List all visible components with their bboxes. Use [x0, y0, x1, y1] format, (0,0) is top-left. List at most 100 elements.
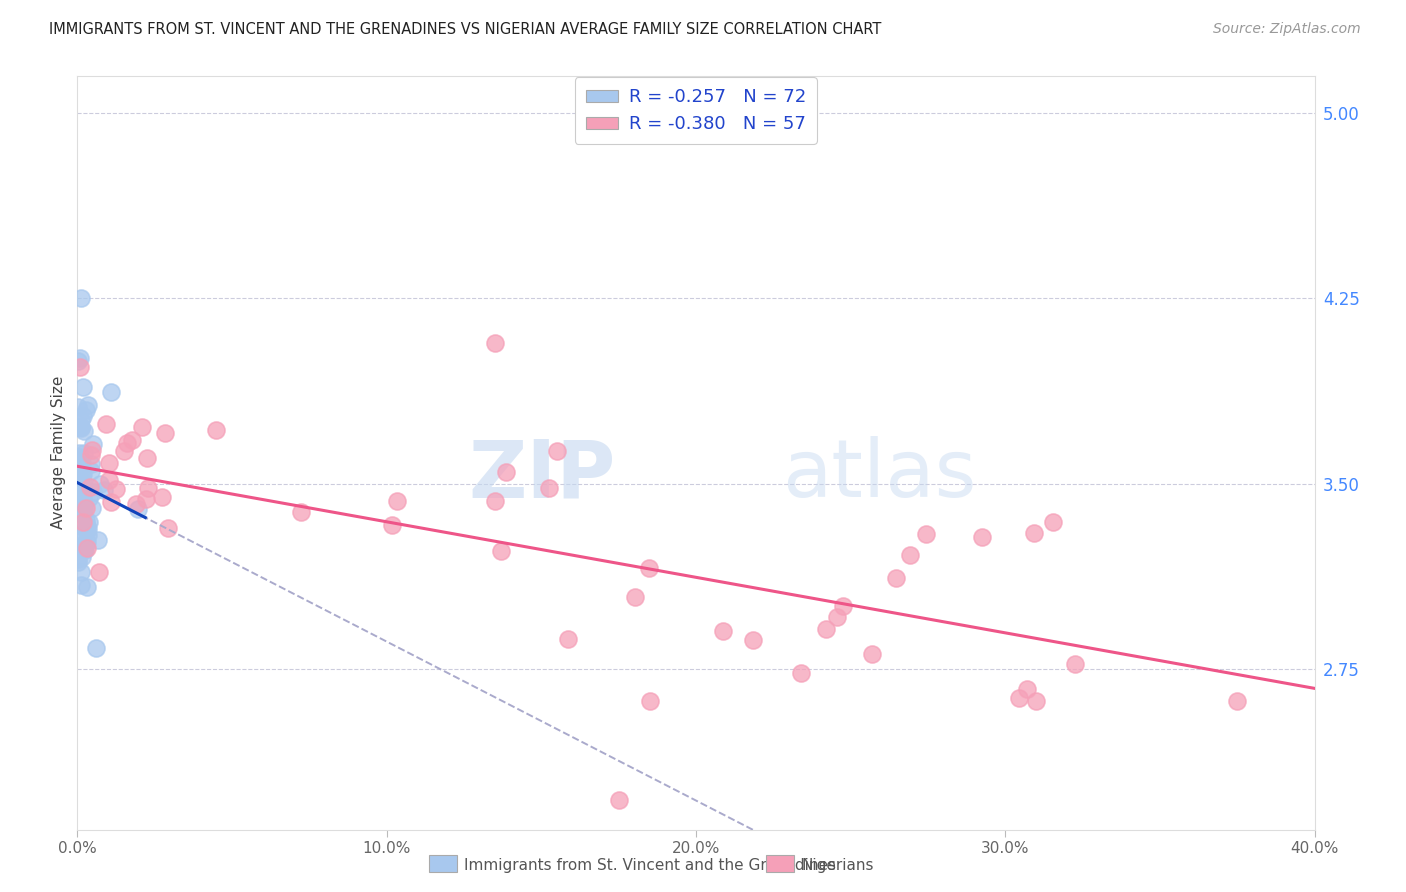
Point: [67, 488, 90, 502]
Point: [104, 483, 127, 497]
Text: ZIP: ZIP: [468, 436, 616, 515]
Point: [69, 578, 91, 592]
Point: [80, 464, 103, 478]
Point: [624, 590, 647, 604]
Point: [72, 480, 94, 494]
Point: [67, 527, 90, 541]
Point: [156, 521, 179, 535]
Point: [607, 793, 630, 807]
Point: [150, 490, 173, 504]
Point: [72, 515, 94, 529]
Point: [67, 552, 90, 566]
Text: IMMIGRANTS FROM ST. VINCENT AND THE GRENADINES VS NIGERIAN AVERAGE FAMILY SIZE C: IMMIGRANTS FROM ST. VINCENT AND THE GREN…: [49, 22, 882, 37]
Y-axis label: Average Family Size: Average Family Size: [51, 376, 66, 529]
Text: Nigerians: Nigerians: [801, 858, 875, 872]
Point: [73, 424, 96, 438]
Point: [914, 526, 936, 541]
Point: [100, 385, 122, 400]
Point: [67, 458, 90, 472]
Point: [136, 481, 159, 495]
Point: [70, 469, 93, 483]
Point: [484, 335, 506, 350]
Point: [67, 354, 90, 368]
Point: [135, 451, 157, 466]
Point: [72, 409, 94, 424]
Point: [72, 476, 94, 491]
Point: [70, 550, 93, 565]
Point: [70, 456, 93, 470]
Point: [970, 530, 993, 544]
Point: [73, 542, 96, 557]
Point: [80, 448, 103, 462]
Point: [67, 468, 90, 483]
Point: [546, 443, 568, 458]
Point: [898, 549, 921, 563]
Point: [76, 518, 98, 533]
Point: [77, 522, 100, 536]
Point: [82, 484, 104, 499]
Point: [94, 417, 117, 431]
Point: [1024, 526, 1046, 541]
Point: [557, 632, 579, 646]
Point: [711, 624, 734, 638]
Point: [67, 455, 90, 469]
Point: [67, 493, 90, 508]
Point: [100, 494, 122, 508]
Point: [67, 480, 90, 494]
Point: [1042, 515, 1064, 529]
Point: [290, 505, 312, 519]
Point: [70, 480, 93, 494]
Point: [69, 420, 91, 434]
Point: [69, 359, 91, 374]
Point: [67, 501, 90, 516]
Point: [131, 420, 153, 434]
Point: [72, 491, 94, 505]
Point: [75, 501, 97, 516]
Point: [67, 539, 90, 553]
Point: [70, 421, 93, 435]
Point: [77, 491, 100, 505]
Point: [75, 403, 97, 417]
Point: [125, 497, 148, 511]
Point: [67, 492, 90, 507]
Point: [67, 400, 90, 414]
Point: [825, 609, 848, 624]
Point: [69, 455, 91, 469]
Point: [638, 694, 661, 708]
Point: [1008, 691, 1031, 706]
Point: [112, 444, 135, 458]
Point: [93, 483, 115, 498]
Point: [67, 455, 90, 469]
Point: [73, 525, 96, 540]
Point: [127, 501, 149, 516]
Point: [69, 491, 91, 505]
Point: [115, 436, 138, 450]
Point: [80, 500, 103, 515]
Legend: R = -0.257   N = 72, R = -0.380   N = 57: R = -0.257 N = 72, R = -0.380 N = 57: [575, 78, 817, 144]
Point: [67, 555, 90, 569]
Point: [381, 517, 404, 532]
Point: [537, 481, 560, 495]
Point: [1015, 681, 1038, 696]
Point: [89, 477, 111, 491]
Point: [884, 571, 907, 585]
Point: [815, 622, 838, 636]
Point: [1226, 694, 1249, 708]
Point: [76, 541, 98, 555]
Point: [69, 351, 91, 365]
Point: [489, 543, 512, 558]
Point: [135, 492, 157, 507]
Point: [742, 633, 765, 648]
Point: [80, 443, 103, 458]
Point: [70, 495, 93, 509]
Point: [73, 501, 96, 516]
Point: [98, 456, 121, 470]
Point: [70, 413, 93, 427]
Point: [70, 291, 93, 305]
Text: Source: ZipAtlas.com: Source: ZipAtlas.com: [1213, 22, 1361, 37]
Point: [1025, 694, 1047, 708]
Point: [73, 446, 96, 460]
Point: [72, 467, 94, 482]
Point: [72, 506, 94, 520]
Point: [385, 493, 408, 508]
